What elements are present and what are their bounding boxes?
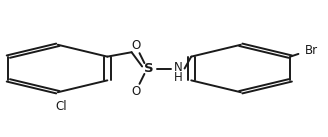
Text: N: N <box>174 61 183 74</box>
Text: O: O <box>132 85 141 98</box>
Text: O: O <box>132 39 141 52</box>
Text: Cl: Cl <box>55 100 67 113</box>
Text: Br: Br <box>305 44 318 57</box>
Text: S: S <box>145 62 154 75</box>
Text: H: H <box>174 72 183 85</box>
